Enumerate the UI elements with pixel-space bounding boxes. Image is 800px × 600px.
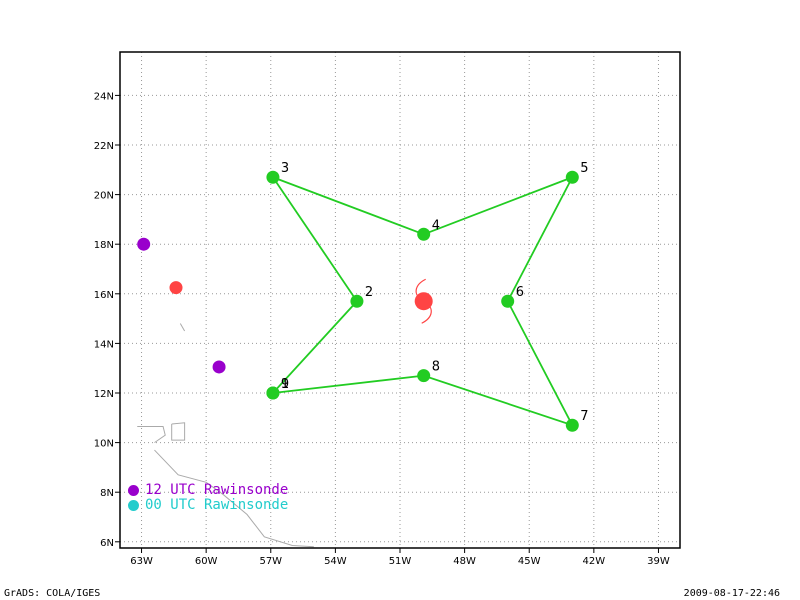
track-point-label: 7 [580, 409, 588, 424]
y-tick-label: 18N [94, 240, 114, 251]
x-tick-label: 57W [259, 556, 282, 567]
track-point-label: 5 [580, 161, 588, 176]
map-frame [119, 51, 681, 549]
y-tick-label: 16N [94, 290, 114, 301]
legend-12utc-dot [128, 484, 139, 496]
legend-00utc-label: 00 UTC Rawinsonde [145, 497, 289, 513]
y-tick-label: 14N [94, 339, 114, 350]
coastline [137, 323, 314, 548]
y-tick-label: 10N [94, 439, 114, 450]
track-point [565, 418, 579, 432]
track-point-label: 2 [365, 285, 373, 300]
track-point [350, 294, 364, 308]
legend-12utc: 12 UTC Rawinsonde [128, 482, 288, 498]
y-tick-label: 8N [100, 488, 114, 499]
x-tick-label: 51W [389, 556, 412, 567]
track-point-label: 4 [432, 218, 440, 233]
y-tick-label: 20N [94, 191, 114, 202]
y-tick-label: 22N [94, 141, 114, 152]
track-point [565, 170, 579, 184]
rawinsonde-12utc-point [212, 360, 226, 374]
x-tick-label: 39W [647, 556, 670, 567]
track-point [501, 294, 515, 308]
rawinsonde-12utc-point [137, 237, 151, 251]
legend-00utc-dot [128, 499, 139, 511]
x-tick-label: 63W [130, 556, 153, 567]
station-point [169, 281, 183, 295]
x-tick-label: 54W [324, 556, 347, 567]
footer-timestamp: 2009-08-17-22:46 [683, 588, 780, 599]
x-tick-label: 48W [453, 556, 476, 567]
x-tick-label: 60W [195, 556, 218, 567]
track-point-label: 8 [432, 360, 440, 375]
track-point-label: 3 [281, 161, 289, 176]
y-tick-label: 6N [100, 538, 114, 549]
legend-12utc-label: 12 UTC Rawinsonde [145, 482, 289, 498]
track-point [266, 170, 280, 184]
coast-line [137, 425, 166, 444]
track-point-label: 9 [281, 377, 289, 392]
coast-line [171, 422, 186, 441]
track-point [266, 386, 280, 400]
track-point [417, 227, 431, 241]
hurricane-symbol-icon [415, 278, 432, 324]
y-tick-label: 12N [94, 389, 114, 400]
coast-line [179, 323, 186, 332]
legend-00utc: 00 UTC Rawinsonde [128, 497, 288, 513]
track-point [417, 369, 431, 383]
track-point-label: 1 [281, 377, 289, 392]
coast-line [154, 449, 314, 548]
y-tick-label: 24N [94, 91, 114, 102]
x-tick-label: 42W [583, 556, 606, 567]
footer-credit: GrADS: COLA/IGES [4, 588, 101, 599]
x-tick-label: 45W [518, 556, 541, 567]
track-points: 1 2 3 4 5 6 7 8 9 [137, 161, 589, 432]
track-point-label: 6 [516, 285, 524, 300]
grid-lines [120, 52, 680, 548]
storm-center-marker [414, 292, 433, 311]
axes: 63W 60W 57W 54W 51W 48W 45W 42W 39W 6N 8N 10N 12N 14N… [94, 91, 670, 567]
